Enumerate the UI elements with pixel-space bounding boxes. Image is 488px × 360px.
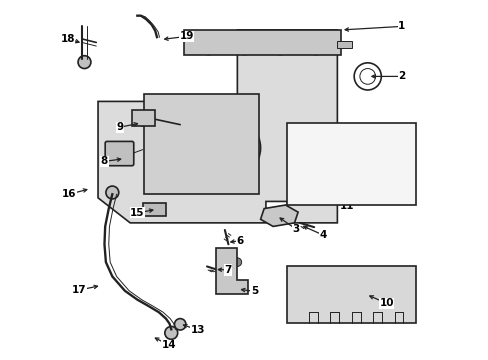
Circle shape: [372, 164, 380, 171]
Circle shape: [235, 37, 253, 55]
Circle shape: [176, 117, 201, 143]
Polygon shape: [260, 205, 298, 226]
Text: 1: 1: [397, 21, 405, 31]
Circle shape: [369, 160, 383, 175]
Circle shape: [165, 107, 212, 153]
Polygon shape: [287, 266, 415, 323]
Text: 3: 3: [292, 224, 299, 234]
Text: 4: 4: [319, 230, 326, 240]
Circle shape: [158, 206, 165, 213]
Circle shape: [221, 280, 230, 291]
FancyBboxPatch shape: [287, 123, 415, 205]
Text: 11: 11: [340, 201, 354, 211]
Text: 15: 15: [130, 208, 144, 218]
Text: 9: 9: [116, 122, 123, 132]
Text: 16: 16: [61, 189, 76, 199]
FancyBboxPatch shape: [105, 141, 134, 166]
Circle shape: [136, 111, 151, 126]
Text: 17: 17: [72, 285, 86, 295]
Circle shape: [200, 117, 260, 178]
Circle shape: [221, 139, 239, 157]
Text: 19: 19: [179, 31, 193, 41]
Circle shape: [78, 56, 91, 68]
Polygon shape: [183, 30, 340, 55]
Circle shape: [164, 327, 177, 339]
Text: 18: 18: [61, 33, 75, 44]
Text: 13: 13: [190, 325, 205, 335]
Circle shape: [106, 186, 119, 199]
Text: 8: 8: [101, 157, 108, 166]
Text: 14: 14: [161, 340, 176, 350]
Circle shape: [271, 37, 288, 55]
Circle shape: [111, 146, 127, 161]
Text: 6: 6: [236, 236, 244, 246]
Polygon shape: [132, 111, 155, 126]
Text: 10: 10: [379, 298, 393, 308]
Circle shape: [174, 319, 185, 330]
Polygon shape: [337, 41, 351, 48]
Circle shape: [233, 258, 241, 266]
Text: 12: 12: [387, 168, 402, 178]
Circle shape: [155, 96, 223, 164]
Circle shape: [200, 37, 217, 55]
Polygon shape: [142, 203, 165, 216]
Polygon shape: [144, 94, 258, 194]
Polygon shape: [216, 248, 247, 294]
Polygon shape: [98, 30, 337, 223]
Circle shape: [306, 37, 324, 55]
Circle shape: [291, 152, 305, 166]
Text: 7: 7: [224, 265, 231, 275]
Circle shape: [210, 128, 249, 167]
Circle shape: [143, 206, 151, 213]
Text: 2: 2: [397, 71, 405, 81]
Text: 5: 5: [250, 287, 258, 296]
